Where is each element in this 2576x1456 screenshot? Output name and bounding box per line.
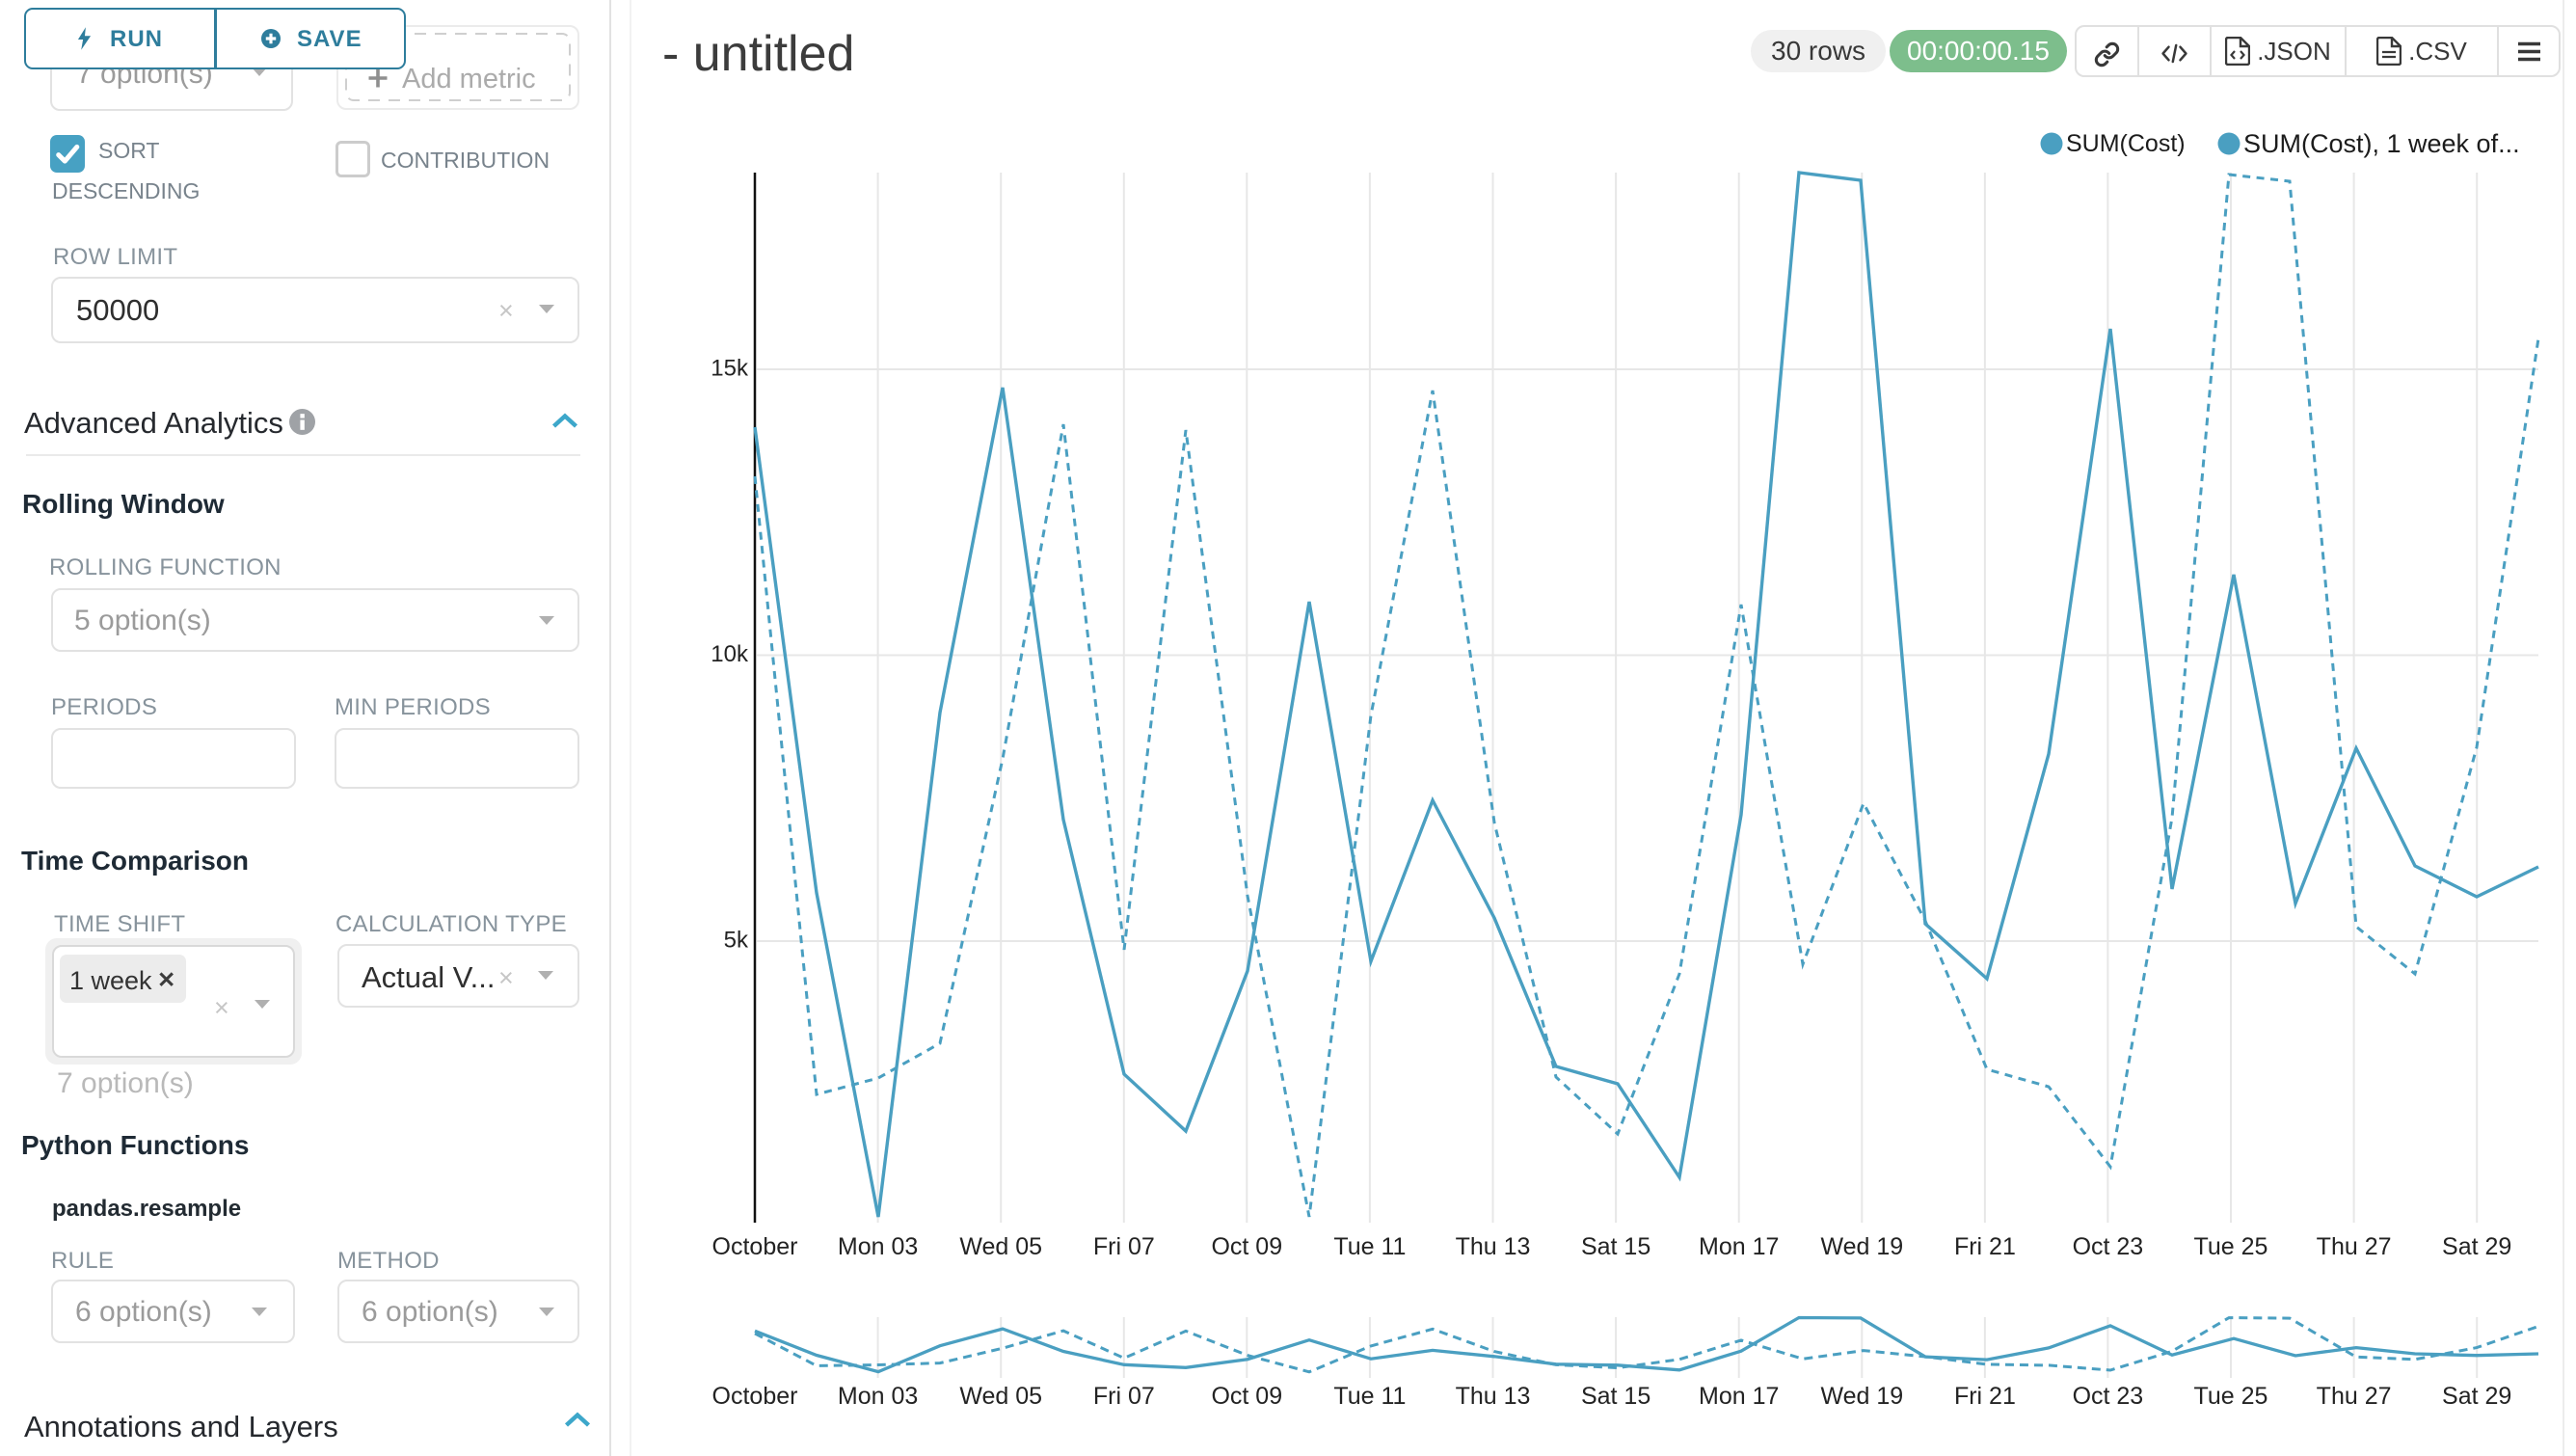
svg-text:October: October [712,1383,798,1410]
svg-text:10k: 10k [711,641,749,667]
svg-text:Oct 09: Oct 09 [1211,1233,1282,1260]
svg-text:Fri 21: Fri 21 [1954,1233,2016,1260]
svg-text:15k: 15k [711,356,749,382]
svg-text:Thu 27: Thu 27 [2317,1383,2392,1410]
svg-text:October: October [712,1233,798,1260]
svg-text:5k: 5k [724,928,749,954]
svg-text:Fri 07: Fri 07 [1093,1233,1155,1260]
svg-text:Oct 23: Oct 23 [2073,1233,2144,1260]
svg-text:Fri 21: Fri 21 [1954,1383,2016,1410]
svg-text:Mon 17: Mon 17 [1699,1383,1779,1410]
svg-text:Wed 19: Wed 19 [1820,1233,1903,1260]
svg-text:Thu 27: Thu 27 [2317,1233,2392,1260]
svg-text:Oct 09: Oct 09 [1211,1383,1282,1410]
svg-text:Tue 25: Tue 25 [2194,1233,2268,1260]
svg-text:Tue 25: Tue 25 [2194,1383,2268,1410]
svg-text:Fri 07: Fri 07 [1093,1383,1155,1410]
svg-text:SUM(Cost), 1 week of...: SUM(Cost), 1 week of... [2243,129,2520,158]
svg-text:Sat 15: Sat 15 [1581,1233,1650,1260]
svg-text:Wed 05: Wed 05 [959,1383,1042,1410]
svg-text:Mon 17: Mon 17 [1699,1233,1779,1260]
svg-text:Wed 19: Wed 19 [1820,1383,1903,1410]
svg-text:Mon 03: Mon 03 [838,1383,918,1410]
svg-text:SUM(Cost): SUM(Cost) [2066,130,2186,157]
svg-text:Sat 29: Sat 29 [2442,1233,2511,1260]
svg-text:Tue 11: Tue 11 [1333,1383,1406,1410]
svg-text:Oct 23: Oct 23 [2073,1383,2144,1410]
svg-text:Wed 05: Wed 05 [959,1233,1042,1260]
svg-text:Sat 29: Sat 29 [2442,1383,2511,1410]
svg-text:Tue 11: Tue 11 [1333,1233,1406,1260]
svg-text:Sat 15: Sat 15 [1581,1383,1650,1410]
svg-text:Mon 03: Mon 03 [838,1233,918,1260]
svg-text:Thu 13: Thu 13 [1456,1383,1531,1410]
svg-text:Thu 13: Thu 13 [1456,1233,1531,1260]
